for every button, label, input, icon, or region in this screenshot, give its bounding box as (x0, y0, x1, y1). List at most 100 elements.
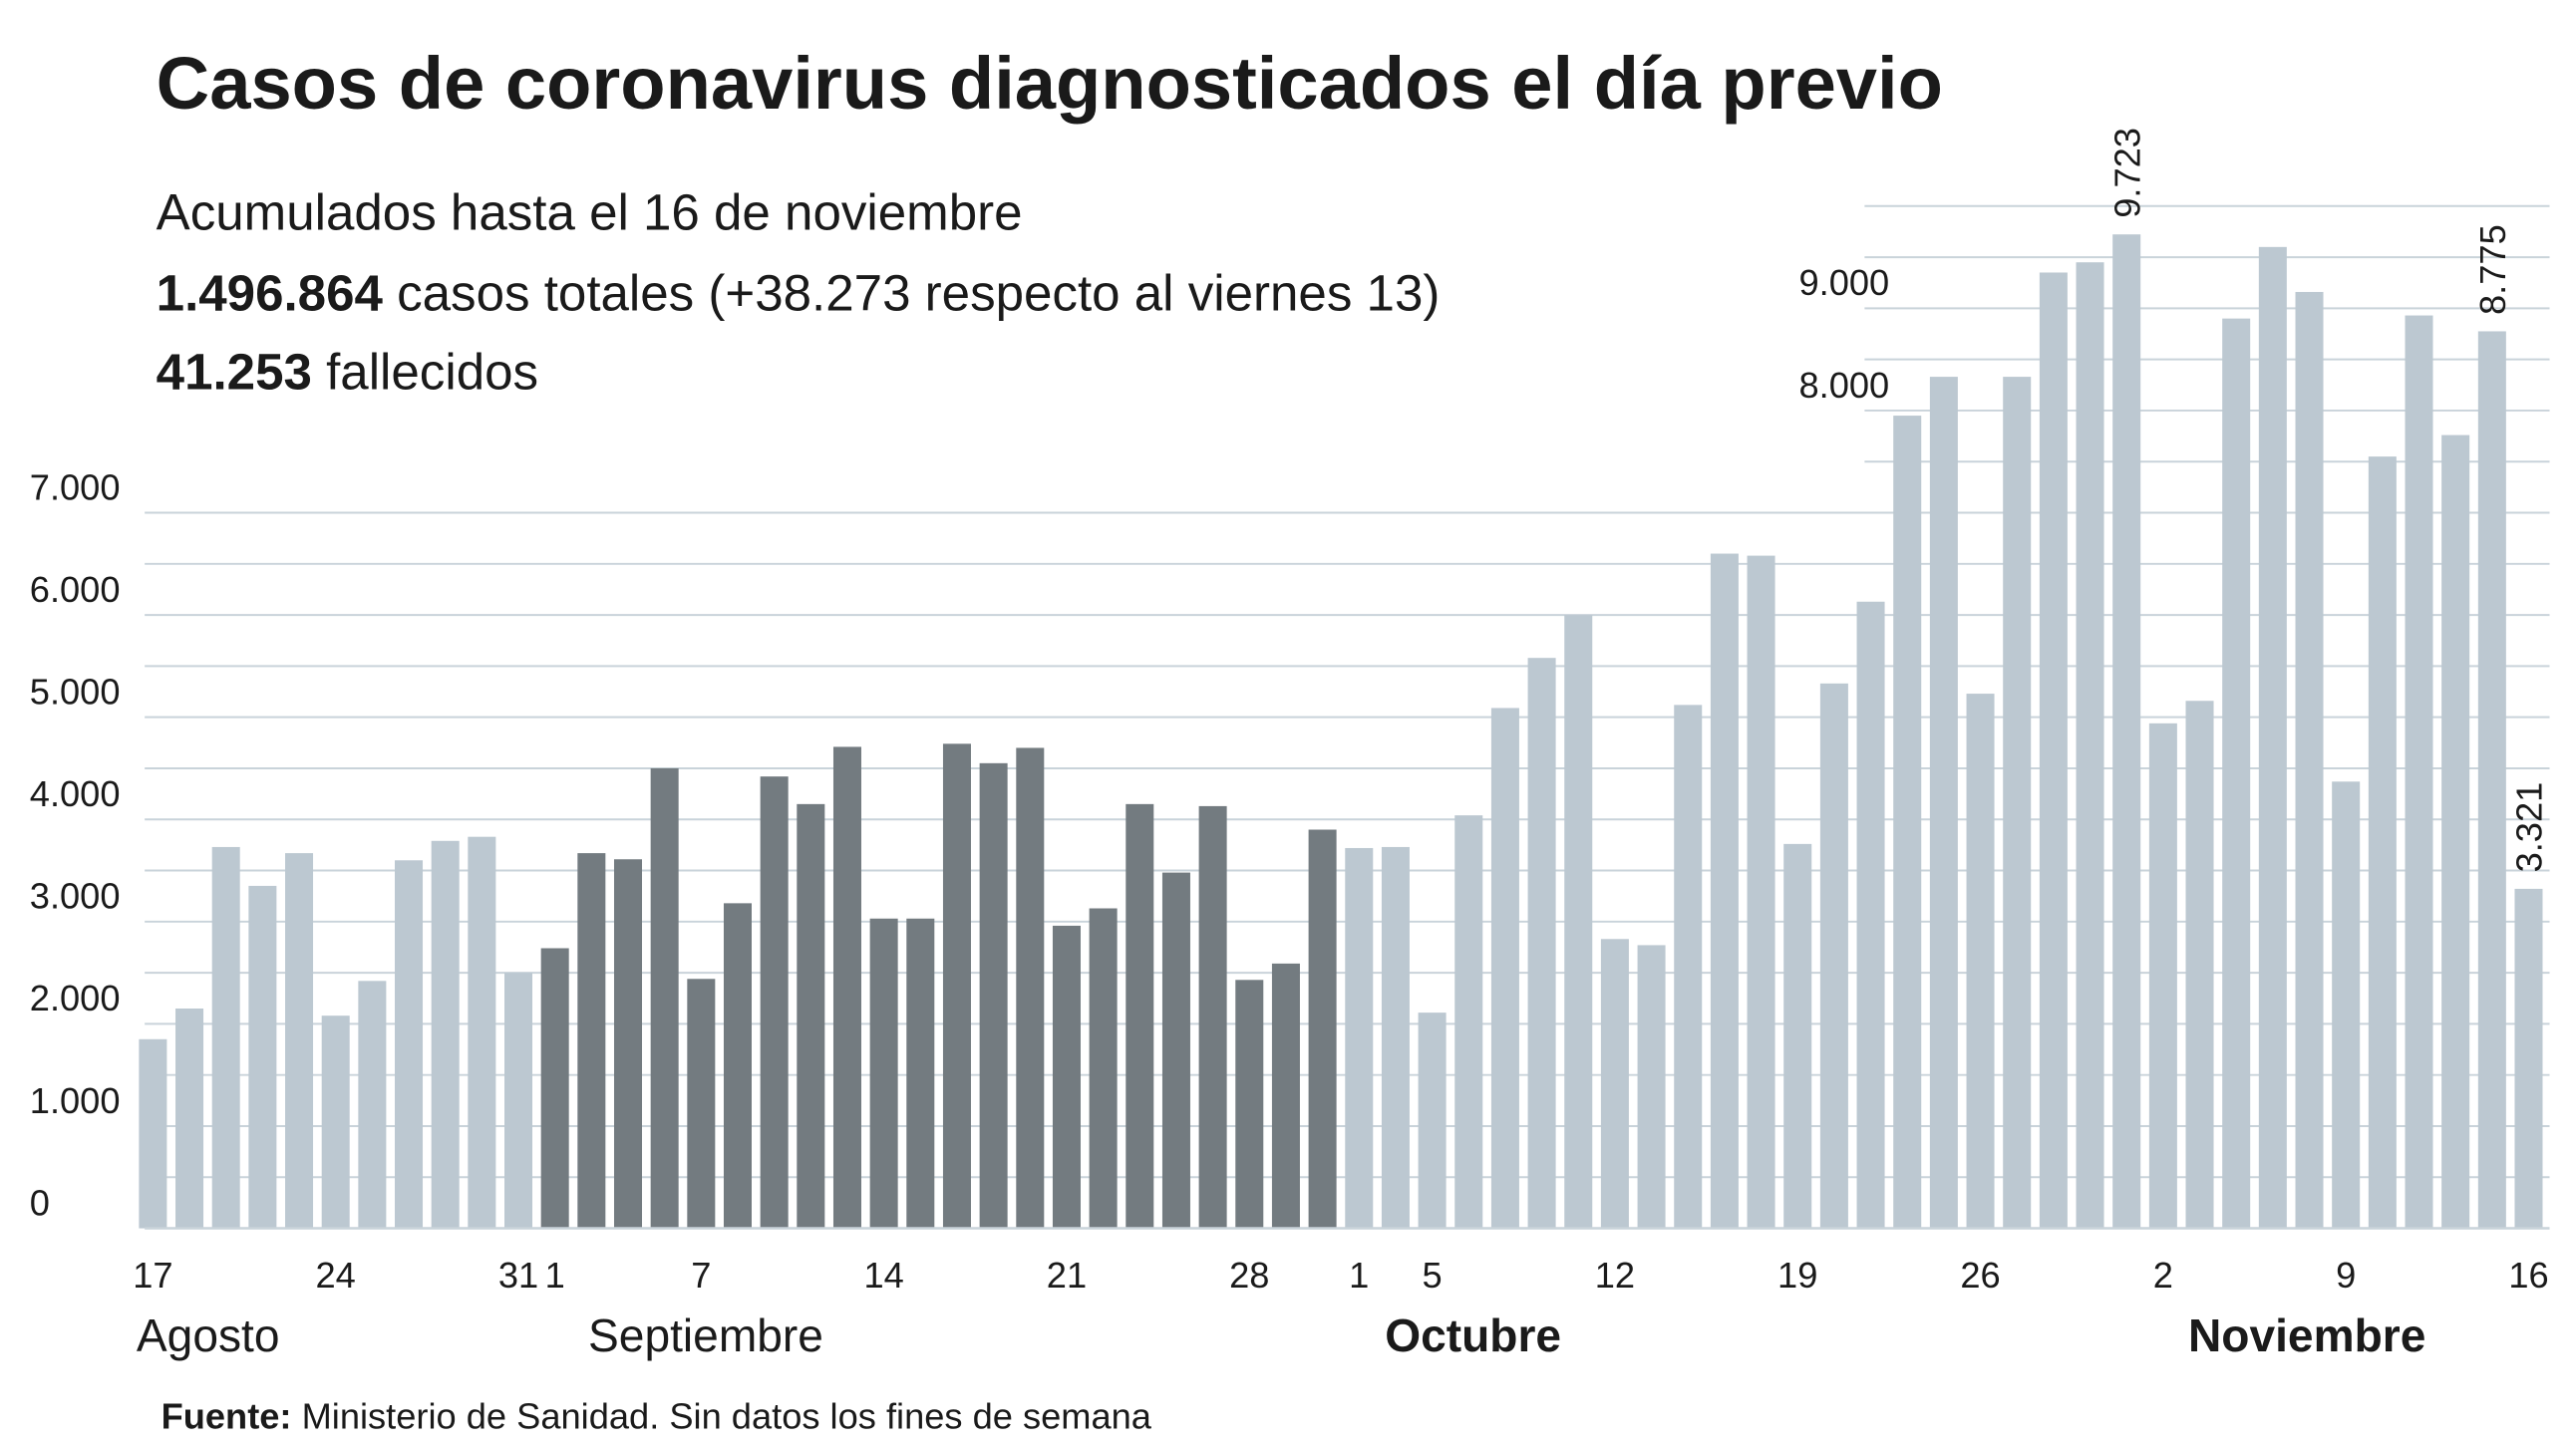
bar (1345, 847, 1374, 1229)
bar (139, 1038, 167, 1229)
stat-text: fallecidos (326, 344, 538, 401)
bar (1418, 1013, 1447, 1229)
bar (2258, 246, 2287, 1229)
bar (285, 853, 314, 1229)
x-tick-label: 21 (1047, 1255, 1087, 1296)
bar (2185, 701, 2214, 1229)
y-tick-label: 8.000 (1798, 365, 1889, 406)
bar (2332, 781, 2361, 1229)
month-label: Septiembre (588, 1309, 823, 1361)
bar (1527, 658, 1556, 1229)
bar (1600, 939, 1629, 1229)
bar (1308, 829, 1337, 1229)
bar (2222, 318, 2251, 1229)
subtitle: Acumulados hasta el 16 de noviembre (157, 184, 1023, 241)
x-tick-label: 9 (2336, 1255, 2356, 1296)
chart-title: Casos de coronavirus diagnosticados el d… (157, 42, 1943, 125)
bar (2441, 435, 2470, 1229)
bar (1490, 708, 1519, 1229)
bar (723, 903, 752, 1229)
x-tick-label: 2 (2153, 1255, 2173, 1296)
source-label: Fuente: (161, 1396, 292, 1437)
bar (1161, 872, 1190, 1229)
bar (2477, 331, 2506, 1229)
bar (832, 746, 861, 1229)
bar (2039, 272, 2068, 1229)
y-tick-label: 6.000 (30, 569, 121, 610)
bar (321, 1015, 350, 1229)
bar (979, 762, 1008, 1229)
y-tick-label: 9.000 (1798, 262, 1889, 303)
month-label: Octubre (1385, 1309, 1561, 1361)
bar (431, 840, 460, 1229)
stat-text: casos totales (+38.273 respecto al viern… (397, 264, 1440, 321)
y-tick-label: 5.000 (30, 671, 121, 712)
x-tick-label: 5 (1423, 1255, 1443, 1296)
bar (942, 743, 971, 1229)
stat-number: 1.496.864 (157, 264, 384, 321)
bar (1454, 815, 1483, 1229)
bar (540, 948, 569, 1229)
x-tick-label: 12 (1595, 1255, 1635, 1296)
bar (2112, 234, 2141, 1229)
bar (1674, 705, 1703, 1229)
bar (1381, 846, 1410, 1229)
bar (797, 803, 825, 1229)
bar (869, 918, 898, 1229)
bar (248, 885, 277, 1229)
bar (2368, 456, 2397, 1229)
bar (1052, 925, 1081, 1229)
bar (2405, 315, 2433, 1229)
bar (358, 981, 387, 1229)
bar (1126, 803, 1154, 1229)
x-tick-label: 7 (691, 1255, 711, 1296)
bar (650, 767, 679, 1229)
bar (760, 776, 789, 1229)
y-tick-label: 2.000 (30, 978, 121, 1018)
bar (1710, 553, 1739, 1229)
bar (2295, 291, 2324, 1229)
bar (1966, 694, 1995, 1229)
x-tick-label: 19 (1777, 1255, 1817, 1296)
bar (687, 979, 716, 1229)
y-tick-label: 3.000 (30, 876, 121, 917)
bar (504, 973, 533, 1229)
stat-number: 41.253 (157, 344, 312, 401)
month-label: Noviembre (2188, 1309, 2425, 1361)
x-tick-label: 14 (863, 1255, 903, 1296)
bar (395, 860, 424, 1229)
x-tick-label: 28 (1229, 1255, 1269, 1296)
value-label: 8.775 (2472, 224, 2513, 315)
bar (1929, 377, 1958, 1229)
stat-line: 41.253 fallecidos (157, 344, 538, 401)
bar (2514, 888, 2543, 1229)
bar (1235, 980, 1264, 1229)
month-label: Agosto (137, 1309, 280, 1361)
bar (1637, 945, 1666, 1229)
source: Fuente: Ministerio de Sanidad. Sin datos… (161, 1396, 1152, 1437)
x-tick-label: 16 (2508, 1255, 2548, 1296)
bar (2148, 723, 2177, 1229)
bar (2076, 262, 2104, 1229)
bar (1016, 747, 1045, 1229)
bar (1856, 601, 1885, 1229)
source-text: Ministerio de Sanidad. Sin datos los fin… (302, 1396, 1152, 1437)
bar (1819, 683, 1848, 1229)
bar (1747, 555, 1775, 1229)
bar (906, 918, 935, 1229)
value-label: 9.723 (2106, 128, 2147, 218)
bar (468, 836, 496, 1229)
y-tick-label: 7.000 (30, 466, 121, 507)
x-tick-label: 17 (133, 1255, 172, 1296)
bar (1783, 843, 1812, 1229)
y-tick-label: 4.000 (30, 773, 121, 814)
bar (2003, 377, 2032, 1229)
x-tick-label: 26 (1960, 1255, 2000, 1296)
bar (1564, 615, 1593, 1229)
value-label: 3.321 (2509, 782, 2550, 873)
y-tick-label: 1.000 (30, 1080, 121, 1121)
bar (1893, 416, 1922, 1229)
x-tick-label: 1 (545, 1255, 565, 1296)
